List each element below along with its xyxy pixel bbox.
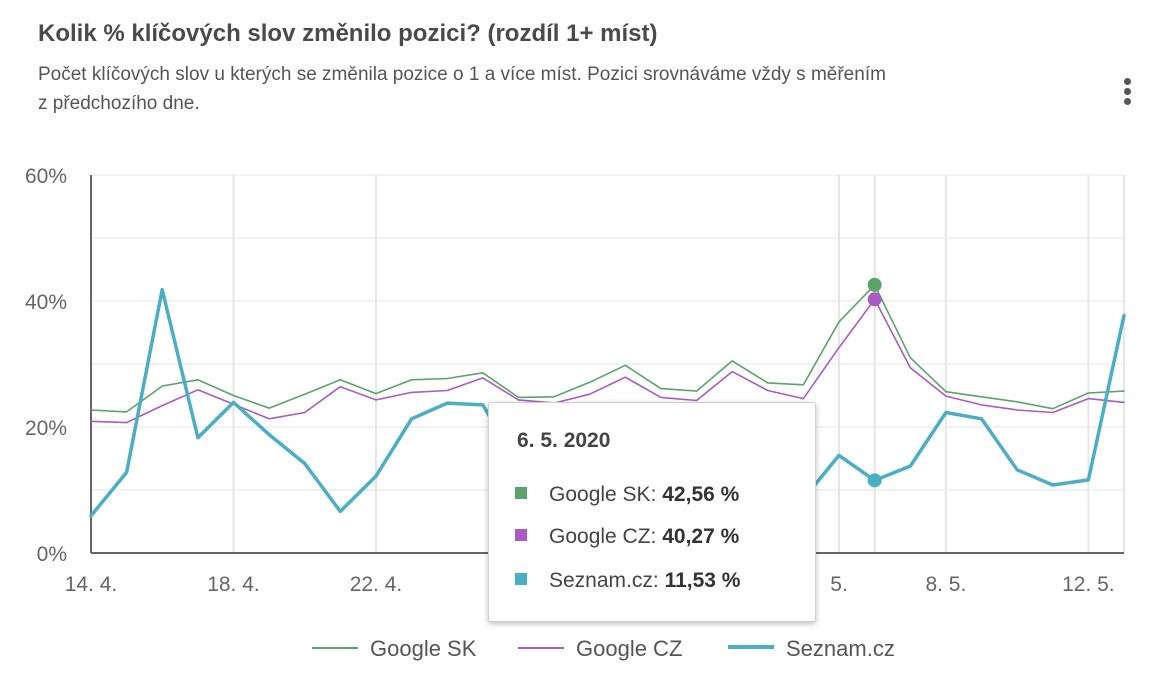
- legend-item-seznam[interactable]: Seznam.cz: [728, 636, 895, 662]
- legend: Google SK Google CZ Seznam.cz: [0, 636, 1158, 666]
- tooltip: 6. 5. 2020 Google SK: 42,56 % Google CZ:…: [488, 402, 816, 622]
- y-tick-label: 0%: [37, 543, 67, 566]
- more-vert-icon[interactable]: [1116, 74, 1140, 110]
- legend-label: Seznam.cz: [786, 636, 895, 661]
- legend-label: Google CZ: [576, 636, 683, 661]
- google-sk-swatch-icon: [515, 487, 527, 499]
- highlight-point-seznam-cz: [867, 473, 882, 488]
- tooltip-label: Seznam.cz:: [549, 569, 659, 592]
- x-tick-label: 8. 5.: [925, 573, 966, 596]
- legend-item-google-cz[interactable]: Google CZ: [518, 636, 682, 662]
- chart-subtitle: Počet klíčových slov u kterých se změnil…: [38, 64, 886, 114]
- legend-item-google-sk[interactable]: Google SK: [312, 636, 476, 662]
- seznam-swatch-icon: [515, 573, 527, 585]
- tooltip-date: 6. 5. 2020: [517, 429, 611, 452]
- legend-line-icon: [518, 647, 564, 649]
- highlight-point-google-cz: [867, 292, 882, 307]
- tooltip-value: 40,27 %: [662, 525, 740, 548]
- x-tick-label: 18. 4.: [207, 573, 260, 596]
- y-tick-label: 40%: [25, 291, 67, 314]
- x-tick-label: 5.: [830, 573, 848, 596]
- x-tick-label: 12. 5.: [1062, 573, 1115, 596]
- highlight-point-google-sk: [867, 277, 882, 292]
- series-line-google-cz: [90, 298, 1125, 424]
- series-line-google-sk: [90, 284, 1125, 413]
- y-tick-label: 60%: [25, 165, 67, 188]
- tooltip-label: Google SK:: [549, 483, 657, 506]
- legend-label: Google SK: [370, 636, 477, 661]
- tooltip-row-seznam: Seznam.cz: 11,53 %: [515, 569, 740, 593]
- y-tick-label: 20%: [25, 417, 67, 440]
- x-tick-label: 22. 4.: [350, 573, 403, 596]
- x-tick-label: 14. 4.: [65, 573, 118, 596]
- tooltip-value: 42,56 %: [662, 483, 740, 506]
- legend-line-icon: [728, 645, 774, 649]
- tooltip-value: 11,53 %: [664, 569, 741, 592]
- google-cz-swatch-icon: [515, 529, 527, 541]
- tooltip-row-google-sk: Google SK: 42,56 %: [515, 483, 739, 507]
- tooltip-row-google-cz: Google CZ: 40,27 %: [515, 525, 739, 549]
- tooltip-label: Google CZ:: [549, 525, 657, 548]
- legend-line-icon: [312, 647, 358, 649]
- chart-title: Kolik % klíčových slov změnilo pozici? (…: [38, 20, 658, 47]
